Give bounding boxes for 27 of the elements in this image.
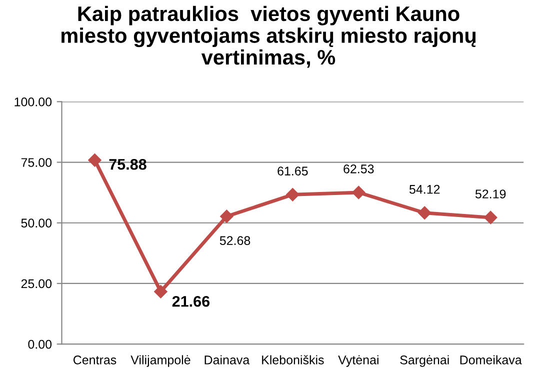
data-label: 52.19 — [475, 190, 506, 198]
data-label: 54.12 — [409, 184, 440, 194]
point — [286, 188, 300, 202]
x-tick-label: Sargėnai — [400, 355, 449, 367]
y-tick-label: 75.00 — [21, 158, 52, 167]
y-tick-label: 25.00 — [21, 279, 52, 288]
point — [418, 206, 432, 220]
data-label: 75.88 — [109, 158, 146, 170]
x-tick-label: Dainava — [204, 355, 250, 364]
y-tick-label: 50.00 — [21, 218, 52, 228]
data-label: 62.53 — [344, 164, 374, 174]
y-tick-label: 100.00 — [14, 97, 52, 106]
chart-title: Kaip patrauklios vietos gyventi Kauno miesto gyventojams atskirų miesto rajonų vertinimas, % — [61, 6, 476, 68]
point — [484, 210, 498, 224]
point — [220, 210, 234, 223]
y-tick-label: 0.00 — [28, 340, 52, 349]
point — [352, 186, 366, 200]
data-label: 61.65 — [278, 166, 308, 176]
x-tick-label: Vytėnai — [338, 355, 378, 367]
point — [88, 154, 102, 167]
data-label: 52.68 — [220, 236, 250, 245]
x-tick-label: Vilijampolė — [130, 355, 190, 367]
x-tick-label: Domeikava — [460, 355, 522, 364]
x-tick-label: Centras — [73, 356, 116, 364]
data-label: 21.66 — [172, 296, 210, 307]
point — [154, 284, 168, 298]
x-tick-label: Kleboniškis — [262, 355, 324, 364]
